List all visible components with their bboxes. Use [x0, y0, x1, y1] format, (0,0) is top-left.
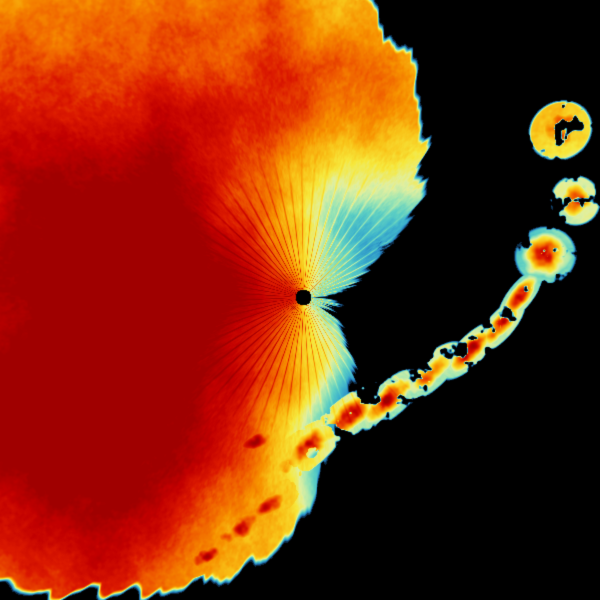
radar-display	[0, 0, 600, 600]
radar-reflectivity-heatmap	[0, 0, 600, 600]
